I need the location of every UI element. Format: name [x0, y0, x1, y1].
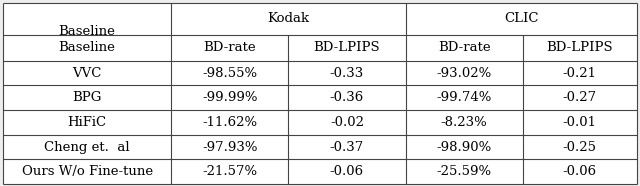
Text: -8.23%: -8.23% — [441, 116, 488, 129]
Text: -25.59%: -25.59% — [436, 165, 492, 178]
Text: -0.06: -0.06 — [563, 165, 597, 178]
Text: Ours W/o Fine-tune: Ours W/o Fine-tune — [22, 165, 153, 178]
Text: HiFiC: HiFiC — [68, 116, 107, 129]
Text: -98.90%: -98.90% — [436, 141, 492, 154]
Text: -99.99%: -99.99% — [202, 91, 257, 104]
Text: BPG: BPG — [72, 91, 102, 104]
Text: -11.62%: -11.62% — [202, 116, 257, 129]
Text: -0.27: -0.27 — [563, 91, 597, 104]
Text: -98.55%: -98.55% — [202, 67, 257, 80]
Text: -0.01: -0.01 — [563, 116, 596, 129]
Text: Baseline: Baseline — [59, 41, 116, 54]
Text: -97.93%: -97.93% — [202, 141, 257, 154]
Text: -0.21: -0.21 — [563, 67, 596, 80]
Text: -0.06: -0.06 — [330, 165, 364, 178]
Text: BD-rate: BD-rate — [438, 41, 490, 54]
Text: BD-rate: BD-rate — [204, 41, 256, 54]
Text: -99.74%: -99.74% — [436, 91, 492, 104]
Text: -93.02%: -93.02% — [436, 67, 492, 80]
Text: BD-LPIPS: BD-LPIPS — [314, 41, 380, 54]
Text: -21.57%: -21.57% — [202, 165, 257, 178]
Text: VVC: VVC — [72, 67, 102, 80]
Text: BD-LPIPS: BD-LPIPS — [547, 41, 613, 54]
Text: -0.33: -0.33 — [330, 67, 364, 80]
Text: -0.36: -0.36 — [330, 91, 364, 104]
Text: Cheng et.  al: Cheng et. al — [44, 141, 130, 154]
Text: -0.37: -0.37 — [330, 141, 364, 154]
Text: -0.25: -0.25 — [563, 141, 596, 154]
Text: -0.02: -0.02 — [330, 116, 364, 129]
Text: Kodak: Kodak — [268, 12, 309, 25]
Text: CLIC: CLIC — [504, 12, 538, 25]
Text: Baseline: Baseline — [59, 25, 116, 38]
